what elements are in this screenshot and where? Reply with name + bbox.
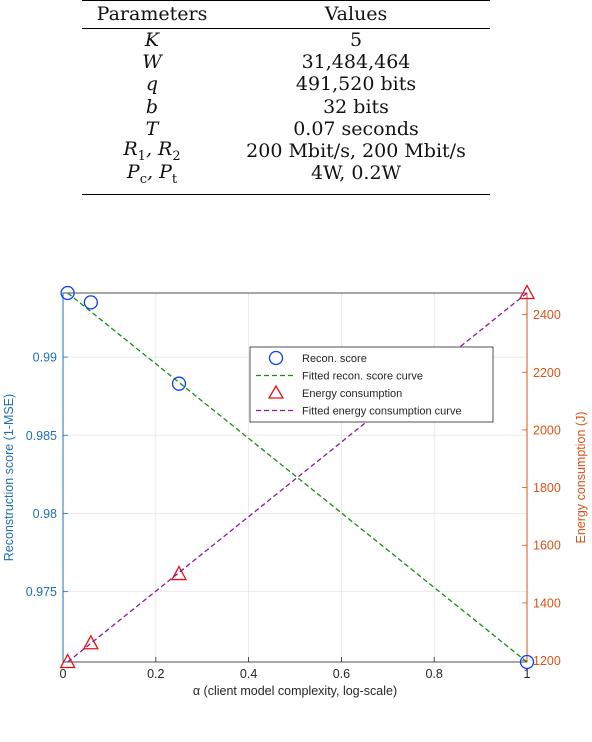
left-y-tick-label: 0.975 [26, 585, 57, 599]
right-y-tick-label: 1200 [533, 654, 561, 668]
right-y-tick-label: 1400 [533, 596, 561, 610]
energy-point [518, 284, 536, 300]
table-row: q 491,520 bits [82, 74, 490, 96]
value-cell: 491,520 bits [295, 73, 417, 96]
right-y-tick-label: 2000 [533, 423, 561, 437]
table-row: K 5 [82, 29, 490, 51]
legend-circle-swatch [268, 350, 284, 366]
energy-point [170, 565, 188, 581]
table-row: T 0.07 seconds [82, 118, 490, 140]
table-row: b 32 bits [82, 96, 490, 118]
legend-entry-label: Fitted recon. score curve [302, 371, 423, 383]
recon-score-point [171, 376, 187, 391]
param-cell: R1, R2 [123, 138, 181, 165]
value-cell: 32 bits [323, 95, 389, 118]
fitted-curve-line [67, 292, 528, 663]
axis-ticks: 0 0.2 0.4 0.6 0.8 1 0.975 0.98 0.985 0.99 1200 1400… [26, 293, 561, 681]
value-cell: 31,484,464 [301, 50, 411, 73]
recon-score-point [60, 285, 75, 301]
table-header-row: Parameters Values [82, 1, 490, 28]
legend-entry-label: Energy consumption [302, 388, 402, 400]
recon-score-point [519, 654, 535, 670]
legend-entry-label: Fitted energy consumption curve [302, 406, 462, 418]
param-cell: W [142, 50, 162, 73]
x-tick-label: 0.2 [147, 667, 164, 681]
right-y-tick-label: 1600 [533, 539, 561, 553]
param-cell: K [144, 28, 160, 51]
legend-entry-label: Recon. score [302, 353, 367, 365]
x-tick-label: 0 [60, 667, 67, 681]
header-values: Values [324, 3, 388, 25]
chart-legend: Recon. score Fitted recon. score curve Ene… [249, 346, 494, 423]
recon-score-point [83, 295, 98, 310]
left-y-tick-label: 0.98 [33, 507, 57, 521]
param-cell: q [145, 73, 159, 96]
value-cell: 5 [349, 28, 363, 51]
legend-triangle-swatch [267, 384, 285, 399]
table-row: W 31,484,464 [82, 51, 490, 73]
left-y-tick-label: 0.985 [26, 429, 57, 443]
energy-recon-chart: 0 0.2 0.4 0.6 0.8 1 0.975 0.98 0.985 0.99 1200 1400… [2, 284, 588, 698]
table-row: R1, R2 200 Mbit/s, 200 Mbit/s [82, 138, 490, 165]
table-header-rule [82, 28, 490, 29]
caption-cutoff [0, 730, 592, 742]
header-parameters: Parameters [96, 3, 208, 25]
x-tick-label: 0.4 [240, 667, 257, 681]
table-row: Pc, Pt 4W, 0.2W [82, 160, 490, 187]
parameters-table: Parameters Values K 5 W 31,484,464 q 491… [82, 0, 490, 196]
energy-point [59, 653, 76, 669]
energy-point [82, 634, 99, 650]
legend-box [249, 346, 494, 423]
x-tick-label: 0.6 [333, 667, 350, 681]
value-cell: 4W, 0.2W [310, 162, 402, 185]
x-axis-label: α (client model complexity, log-scale) [193, 684, 397, 698]
table-bottom-rule [82, 194, 490, 196]
right-y-axis-label: Energy consumption (J) [574, 411, 588, 543]
param-cell: b [145, 95, 159, 118]
right-y-tick-label: 2200 [533, 366, 561, 380]
table-top-rule [82, 0, 490, 1]
param-cell: Pc, Pt [126, 160, 178, 187]
right-y-tick-label: 2400 [533, 308, 561, 322]
left-y-tick-label: 0.99 [33, 351, 57, 365]
param-cell: T [145, 117, 159, 140]
x-tick-label: 1 [524, 667, 531, 681]
value-cell: 200 Mbit/s, 200 Mbit/s [246, 140, 466, 163]
x-tick-label: 0.8 [426, 667, 443, 681]
right-y-tick-label: 1800 [533, 481, 561, 495]
series-layer [59, 284, 536, 670]
left-y-axis-label: Reconstruction score (1-MSE) [2, 394, 16, 561]
value-cell: 0.07 seconds [293, 117, 419, 140]
